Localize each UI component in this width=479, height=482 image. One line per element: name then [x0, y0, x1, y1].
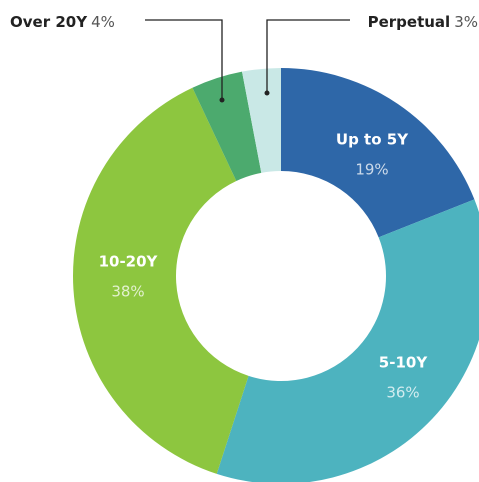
slice	[216, 199, 479, 482]
slice	[192, 71, 262, 181]
slice-name: 10-20Y	[99, 253, 159, 271]
leader-line	[145, 19, 223, 100]
slice-value: 4%	[91, 13, 115, 31]
slice	[281, 68, 475, 238]
leader-line	[266, 19, 350, 93]
slice-name: Up to 5Y	[336, 131, 409, 149]
leader-dot	[264, 90, 270, 96]
slice-name: Perpetual	[368, 13, 451, 31]
slice-value: 36%	[386, 384, 419, 402]
outside-label: Perpetual 3%	[368, 13, 478, 31]
leader-dot	[219, 97, 225, 103]
slice-name: 5-10Y	[379, 354, 429, 372]
slice	[72, 87, 249, 474]
slice-value: 3%	[454, 13, 478, 31]
labels: Up to 5Y 19% 5-10Y 36% 10-20Y 38% Over 20Y 4% Pe…	[10, 13, 478, 402]
slice-name: Over 20Y	[10, 13, 88, 31]
outside-label: Over 20Y 4%	[10, 13, 115, 31]
slice-value: 38%	[111, 283, 144, 301]
slice	[242, 68, 281, 173]
slice-value: 19%	[355, 161, 388, 179]
slices	[72, 68, 479, 482]
